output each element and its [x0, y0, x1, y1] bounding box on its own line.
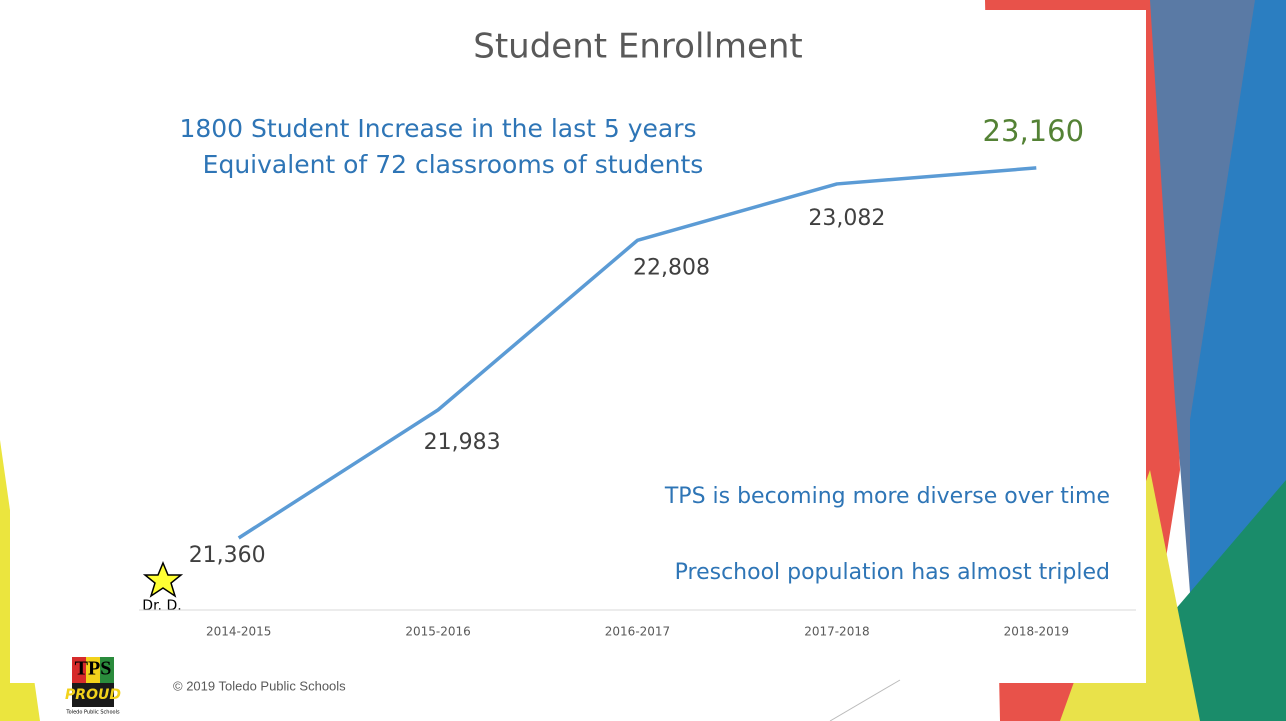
chart-title: Student Enrollment — [473, 27, 803, 67]
x-tick-label: 2016-2017 — [605, 625, 670, 639]
annotation: Dr. D. — [142, 598, 181, 614]
logo-block — [72, 683, 114, 707]
data-label: 23,160 — [983, 114, 1084, 148]
logo-text: Toledo Public Schools — [65, 710, 120, 716]
decor-line — [829, 679, 901, 721]
data-label: 21,983 — [424, 430, 501, 455]
x-tick-label: 2014-2015 — [206, 625, 271, 639]
logo-text: PROUD — [65, 687, 121, 703]
x-tick-label: 2018-2019 — [1004, 625, 1069, 639]
logo-block — [86, 657, 100, 683]
logo-block — [100, 657, 114, 683]
logo-block — [72, 657, 86, 683]
footer-copyright: © 2019 Toledo Public Schools — [173, 678, 346, 693]
annotation: Preschool population has almost tripled — [675, 560, 1110, 585]
star-icon — [142, 561, 184, 598]
annotation: Equivalent of 72 classrooms of students — [203, 150, 704, 179]
content-area — [10, 10, 1146, 683]
data-label: 22,808 — [633, 255, 710, 280]
logo-text: TPS — [75, 658, 112, 680]
logo: TPS PROUD Toledo Public Schools — [65, 657, 121, 716]
annotation: TPS is becoming more diverse over time — [664, 484, 1110, 509]
data-label: 23,082 — [808, 206, 885, 231]
line-series — [237, 166, 1037, 540]
data-label: 21,360 — [189, 543, 266, 568]
x-tick-label: 2017-2018 — [804, 625, 869, 639]
annotation: 1800 Student Increase in the last 5 year… — [179, 114, 696, 143]
x-tick-label: 2015-2016 — [405, 625, 470, 639]
